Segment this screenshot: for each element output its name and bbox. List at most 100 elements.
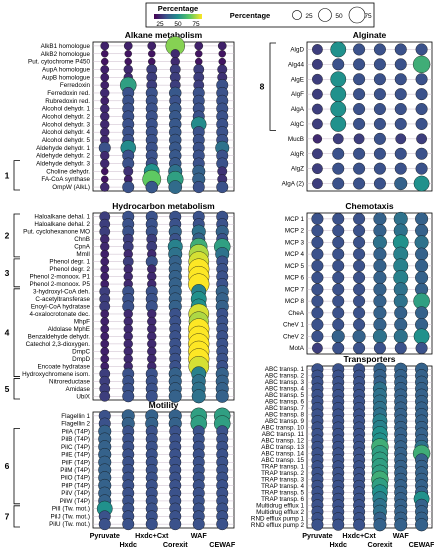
panel-title: Hydrocarbon metabolism <box>112 201 215 211</box>
bubble <box>312 103 323 115</box>
row-label: Aldolase MphE <box>48 326 90 333</box>
bubble <box>332 212 345 225</box>
size-tick-25: 25 <box>305 13 313 20</box>
group-label: 3 <box>5 268 10 278</box>
bubble <box>415 342 428 355</box>
row-label: TRAP transp. 6 <box>261 496 304 503</box>
size-legend-circle-25 <box>292 10 302 20</box>
bubble <box>147 41 157 51</box>
bubble <box>394 88 407 101</box>
bubble <box>415 43 428 56</box>
bubble <box>311 306 324 319</box>
row-label: DmpD <box>72 356 90 363</box>
bubble <box>123 64 133 75</box>
bubble <box>101 50 109 58</box>
panel-title: Motility <box>149 400 179 410</box>
bubble <box>394 306 408 320</box>
x-tick-label: Hxdc <box>119 540 137 549</box>
group-label: 7 <box>5 511 10 521</box>
bubble <box>353 295 366 308</box>
bubble <box>312 342 323 354</box>
bubble <box>415 162 428 175</box>
panel-title: Alginate <box>353 30 387 40</box>
row-label: Multidrug efflux 1 <box>256 502 304 509</box>
row-label: PilJ (Tw. mot.) <box>50 513 90 520</box>
bubble <box>192 518 205 531</box>
panel-frame <box>306 41 433 192</box>
panel-frame <box>306 212 433 355</box>
group-label: 4 <box>5 328 10 338</box>
bubble <box>145 390 158 403</box>
bubble <box>100 347 110 356</box>
bubble <box>100 272 110 281</box>
bubble <box>415 271 429 285</box>
row-label: UbiX <box>76 393 90 400</box>
bubble <box>415 73 428 86</box>
row-label: Alcohol dehydr. 3 <box>42 121 91 128</box>
bubble <box>415 518 429 532</box>
size-legend-title: Percentage <box>230 11 270 20</box>
row-label: Choline dehydr. <box>46 168 90 175</box>
row-label: PilE (T4P) <box>61 452 90 459</box>
bubble <box>394 73 407 86</box>
panel-title: Chemotaxis <box>345 201 393 211</box>
bubble <box>99 390 111 402</box>
row-label: ABC transp. 3 <box>265 379 305 386</box>
row-label: AlgA <box>291 106 305 113</box>
row-label: ABC transp. 5 <box>265 392 305 399</box>
panel-chemotaxis: Chemotaxis MCP 1 MCP 2 MCP 3 MCP 4 MCP 5 MCP 6… <box>283 201 433 355</box>
bubble <box>312 134 323 144</box>
bubble <box>100 80 110 90</box>
bubble <box>353 342 366 355</box>
bubble <box>373 162 386 175</box>
size-legend-circle-75 <box>348 6 366 24</box>
row-label: AlgA (2) <box>282 181 304 188</box>
row-label: AlgE <box>291 76 304 83</box>
row-label: DmpC <box>72 348 90 355</box>
bubble <box>353 212 366 225</box>
bubble <box>353 43 366 56</box>
row-label: MCP 6 <box>285 275 305 282</box>
group-label: 5 <box>5 384 10 394</box>
group-bracket <box>13 160 20 191</box>
row-label: AupA homologue <box>42 66 90 73</box>
bubble <box>395 133 407 145</box>
row-label: Nitroreductase <box>49 378 90 385</box>
bubble <box>100 65 110 74</box>
bubble <box>100 127 110 137</box>
row-label: Phenol 2-monoox. P1 <box>29 274 90 281</box>
bubble <box>100 182 110 192</box>
bubble <box>101 175 109 183</box>
bubble <box>122 518 135 531</box>
bubble <box>216 181 229 194</box>
row-label: CpnA <box>74 244 91 251</box>
group-label: 8 <box>260 82 265 92</box>
row-label: CheV 2 <box>283 333 305 340</box>
bubble <box>215 389 229 403</box>
row-label: PilF (T4P) <box>62 459 90 466</box>
group-bracket <box>13 288 20 377</box>
bubble <box>100 104 110 114</box>
row-label: AlgZ <box>291 166 304 173</box>
bubble <box>353 306 366 319</box>
bubble <box>373 282 387 296</box>
bubble <box>414 235 429 250</box>
bubble <box>332 177 345 190</box>
bubble <box>394 518 408 532</box>
bubble <box>100 249 110 259</box>
bubble <box>332 236 345 249</box>
row-label: PilW (T4P) <box>60 498 90 505</box>
group-bracket <box>13 505 20 528</box>
x-tick-label: Hxdc+Cxt <box>135 531 169 540</box>
bubble <box>353 133 365 145</box>
bubble <box>353 103 366 116</box>
row-label: ABC transp. 1 <box>265 366 305 373</box>
bubble <box>332 147 345 160</box>
bubble <box>216 518 229 531</box>
bubble <box>394 43 407 56</box>
row-label: Ferredoxin red. <box>47 90 90 97</box>
x-tick-label: WAF <box>191 531 208 540</box>
row-label: MCP 5 <box>285 263 305 270</box>
bubble <box>168 180 183 194</box>
